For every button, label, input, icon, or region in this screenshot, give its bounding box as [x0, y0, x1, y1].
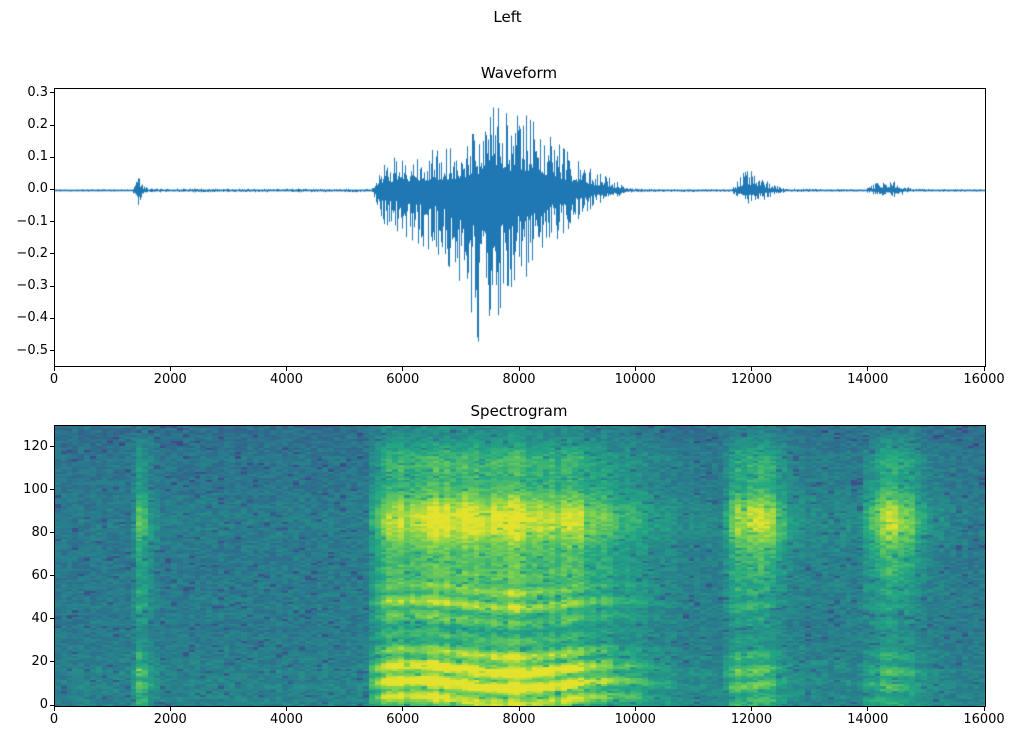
spectrogram-plot-area — [54, 425, 986, 707]
y-tick-mark — [50, 575, 54, 577]
y-tick-mark — [50, 285, 54, 287]
waveform-title: Waveform — [480, 64, 558, 82]
x-tick-mark — [867, 367, 869, 371]
x-tick-mark — [169, 367, 171, 371]
x-tick-mark — [402, 707, 404, 711]
y-tick-label: 120 — [23, 438, 48, 454]
y-tick-mark — [50, 188, 54, 190]
x-tick-mark — [518, 707, 520, 711]
y-tick-label: 100 — [23, 481, 48, 497]
x-tick-label: 2000 — [153, 712, 187, 727]
x-tick-mark — [53, 707, 55, 711]
y-tick-mark — [50, 124, 54, 126]
y-tick-mark — [50, 156, 54, 158]
y-tick-label: 0 — [39, 697, 48, 712]
spectrogram-title: Spectrogram — [470, 402, 568, 420]
x-tick-mark — [867, 707, 869, 711]
x-tick-mark — [286, 367, 287, 371]
x-tick-mark — [983, 707, 985, 711]
y-tick-label: −0.1 — [16, 213, 48, 229]
y-tick-mark — [50, 317, 54, 319]
x-tick-label: 10000 — [614, 372, 656, 387]
x-tick-mark — [518, 367, 520, 371]
x-tick-mark — [751, 367, 752, 371]
x-tick-label: 0 — [49, 712, 59, 727]
y-tick-mark — [50, 489, 54, 491]
y-tick-label: 40 — [31, 610, 48, 626]
x-tick-label: 14000 — [847, 372, 889, 387]
x-tick-mark — [983, 367, 985, 371]
y-tick-mark — [50, 704, 54, 706]
y-tick-label: 80 — [31, 524, 48, 540]
y-tick-label: −0.5 — [16, 342, 48, 358]
x-tick-label: 6000 — [386, 372, 420, 387]
x-tick-label: 8000 — [502, 712, 536, 727]
x-tick-label: 4000 — [269, 712, 304, 727]
x-tick-label: 12000 — [730, 372, 773, 387]
y-tick-label: −0.3 — [16, 278, 48, 294]
x-tick-label: 14000 — [847, 712, 889, 727]
x-tick-mark — [402, 367, 404, 371]
y-tick-mark — [50, 253, 54, 255]
x-tick-label: 12000 — [730, 712, 773, 727]
x-tick-label: 6000 — [386, 712, 420, 727]
x-tick-mark — [634, 707, 636, 711]
x-tick-label: 0 — [49, 372, 59, 387]
y-tick-label: 0.1 — [27, 149, 48, 165]
x-tick-label: 4000 — [269, 372, 304, 387]
x-tick-label: 16000 — [963, 712, 1005, 727]
figure-title: Left — [493, 8, 522, 26]
spectrogram-canvas — [55, 426, 985, 706]
y-tick-mark — [50, 618, 54, 620]
y-tick-mark — [50, 661, 54, 663]
x-tick-label: 8000 — [502, 372, 536, 387]
y-tick-mark — [50, 446, 54, 448]
y-tick-mark — [50, 350, 54, 351]
y-tick-label: −0.2 — [16, 245, 48, 261]
x-tick-mark — [751, 707, 752, 711]
x-tick-mark — [169, 707, 171, 711]
y-tick-mark — [50, 532, 54, 534]
x-tick-mark — [634, 367, 636, 371]
x-tick-label: 16000 — [963, 372, 1005, 387]
y-tick-label: −0.4 — [16, 310, 48, 326]
x-tick-mark — [53, 367, 55, 371]
waveform-plot-area — [54, 88, 986, 367]
y-tick-mark — [50, 221, 54, 223]
y-tick-label: 60 — [31, 567, 48, 583]
x-tick-label: 2000 — [153, 372, 187, 387]
waveform-canvas — [55, 89, 985, 366]
x-tick-label: 10000 — [614, 712, 656, 727]
y-tick-mark — [50, 92, 54, 94]
x-tick-mark — [286, 707, 287, 711]
y-tick-label: 0.0 — [27, 181, 48, 197]
y-tick-label: 20 — [31, 653, 48, 669]
y-tick-label: 0.2 — [27, 117, 48, 133]
y-tick-label: 0.3 — [27, 84, 48, 100]
